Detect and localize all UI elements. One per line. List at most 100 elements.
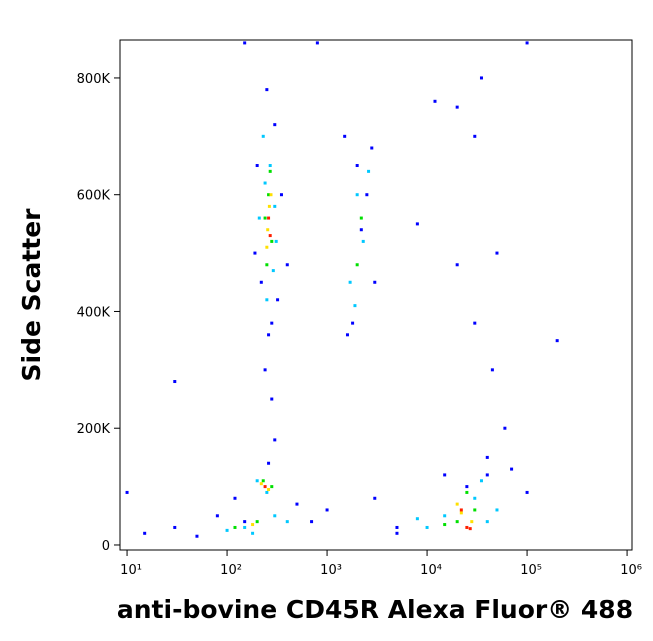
point <box>273 204 277 208</box>
point <box>270 239 274 243</box>
point <box>261 134 265 138</box>
point <box>267 488 271 492</box>
point <box>279 193 283 197</box>
point <box>263 216 267 220</box>
point <box>455 263 459 267</box>
point <box>479 479 483 483</box>
point <box>268 169 272 173</box>
point <box>473 134 477 138</box>
point <box>495 508 499 512</box>
point <box>265 298 269 302</box>
point <box>395 531 399 535</box>
point <box>268 234 272 238</box>
point <box>495 251 499 255</box>
x-tick-label: 10⁶ <box>620 563 642 578</box>
point <box>261 479 265 483</box>
point <box>373 496 377 500</box>
point <box>473 508 477 512</box>
point <box>395 525 399 529</box>
point <box>485 473 489 477</box>
point <box>465 485 469 489</box>
point <box>485 520 489 524</box>
point <box>433 99 437 103</box>
point <box>345 333 349 337</box>
point <box>267 461 271 465</box>
point <box>443 523 447 527</box>
point <box>359 216 363 220</box>
point <box>257 216 261 220</box>
point <box>465 525 469 529</box>
y-tick-label: 800K <box>77 72 111 87</box>
x-tick-label: 10² <box>220 563 242 578</box>
point <box>285 263 289 267</box>
point <box>361 239 365 243</box>
point <box>285 520 289 524</box>
y-tick-label: 400K <box>77 305 111 320</box>
point <box>173 525 177 529</box>
point <box>470 520 474 524</box>
point <box>267 333 271 337</box>
point <box>266 228 270 232</box>
point <box>455 520 459 524</box>
point <box>485 455 489 459</box>
point <box>270 321 274 325</box>
point <box>459 508 463 512</box>
y-axis-title: Side Scatter <box>17 208 46 382</box>
point <box>310 520 314 524</box>
x-axis-title: anti-bovine CD45R Alexa Fluor® 488 <box>117 595 633 624</box>
point <box>267 216 271 220</box>
point <box>265 245 269 249</box>
point <box>267 193 271 197</box>
point <box>510 467 514 471</box>
point <box>269 193 273 197</box>
point <box>555 339 559 343</box>
point <box>525 490 529 494</box>
point <box>525 41 529 45</box>
point <box>473 496 477 500</box>
point <box>355 164 359 168</box>
point <box>243 41 247 45</box>
point <box>325 508 329 512</box>
point <box>270 485 274 489</box>
point <box>276 298 280 302</box>
point <box>459 511 463 515</box>
point <box>255 479 259 483</box>
point <box>468 527 472 531</box>
point <box>215 514 219 518</box>
point <box>251 523 255 527</box>
point <box>263 368 267 372</box>
point <box>370 146 374 150</box>
point <box>268 164 272 168</box>
point <box>125 490 129 494</box>
point <box>425 525 429 529</box>
point <box>267 204 271 208</box>
point <box>355 193 359 197</box>
point <box>273 514 277 518</box>
y-tick-label: 600K <box>77 189 111 204</box>
plot-frame <box>119 39 633 551</box>
point <box>415 517 419 521</box>
point <box>173 380 177 384</box>
point <box>503 426 507 430</box>
x-tick-label: 10⁴ <box>420 563 442 578</box>
x-tick-label: 10¹ <box>120 563 142 578</box>
x-tick-label: 10³ <box>320 563 342 578</box>
point <box>443 514 447 518</box>
point <box>243 525 247 529</box>
point <box>455 502 459 506</box>
point <box>270 397 274 401</box>
point <box>479 76 483 80</box>
point <box>265 88 269 92</box>
point <box>225 528 229 532</box>
y-tick-label: 200K <box>77 422 111 437</box>
point <box>233 496 237 500</box>
point <box>255 520 259 524</box>
point <box>233 525 237 529</box>
point <box>490 368 494 372</box>
point <box>251 531 255 535</box>
point <box>271 269 275 273</box>
y-tick-label: 0 <box>102 539 110 554</box>
point <box>359 228 363 232</box>
point <box>365 193 369 197</box>
